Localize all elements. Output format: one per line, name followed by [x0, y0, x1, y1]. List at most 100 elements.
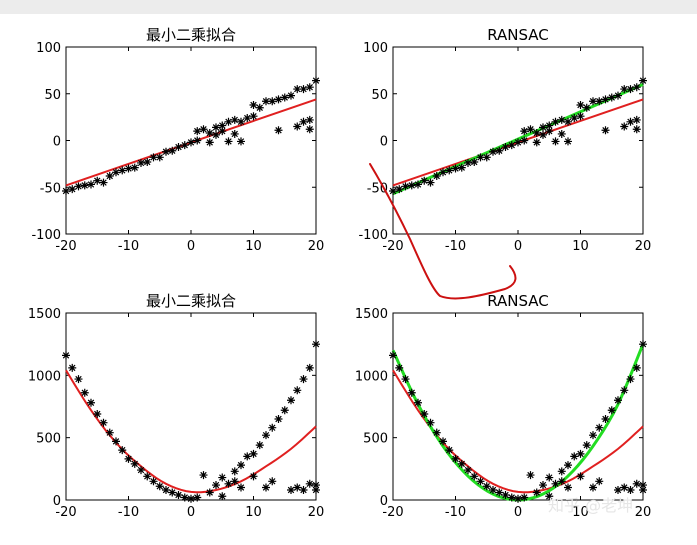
data-point: [299, 375, 308, 384]
x-tick-label: -20: [382, 239, 403, 254]
x-tick-label: -20: [55, 239, 76, 254]
data-point: [268, 97, 277, 106]
y-tick-label: 50: [44, 88, 61, 103]
data-point: [130, 459, 139, 468]
data-point: [218, 127, 227, 136]
data-point: [495, 488, 504, 497]
data-point: [280, 406, 289, 415]
y-tick-label: 100: [36, 41, 61, 56]
x-tick-label: 20: [308, 505, 325, 520]
data-point: [520, 127, 529, 136]
data-point: [601, 414, 610, 423]
data-point: [639, 486, 647, 495]
data-point: [168, 488, 177, 497]
x-tick-label: -10: [118, 505, 139, 520]
x-tick-label: 0: [187, 505, 195, 520]
data-point: [539, 130, 547, 139]
data-point: [224, 137, 233, 146]
data-point: [80, 181, 89, 190]
data-point: [570, 114, 579, 123]
data-point: [74, 182, 83, 191]
data-point: [299, 85, 308, 94]
data-point: [607, 406, 616, 415]
data-point: [451, 164, 460, 173]
data-point: [218, 492, 227, 501]
data-point: [212, 123, 220, 132]
data-point: [639, 76, 647, 85]
data-point: [564, 483, 572, 492]
data-point: [193, 493, 202, 502]
data-point: [439, 437, 447, 446]
data-point: [551, 479, 560, 488]
x-tick-label: -20: [382, 505, 403, 520]
data-point: [614, 486, 622, 495]
data-point: [193, 127, 202, 136]
data-point: [287, 396, 295, 405]
top-bar: [0, 0, 697, 14]
data-point: [557, 129, 566, 138]
data-point: [143, 472, 152, 481]
data-point: [620, 85, 629, 94]
data-point: [249, 449, 258, 458]
data-point: [124, 454, 133, 463]
data-point: [93, 409, 102, 418]
chart-title: RANSAC: [487, 26, 549, 44]
data-point: [137, 158, 145, 167]
figure: 最小二乘拟合-20 -10 0 10 20100500-50-100RANSAC-20-…: [28, 26, 652, 520]
data-point: [143, 158, 152, 167]
data-point: [632, 479, 641, 488]
data-point: [74, 375, 83, 384]
data-point: [520, 493, 529, 502]
data-point: [432, 172, 441, 181]
data-point: [432, 428, 441, 437]
x-tick-label: 20: [635, 239, 652, 254]
data-point: [312, 76, 320, 85]
data-point: [124, 164, 133, 173]
data-point: [551, 117, 560, 126]
data-point: [632, 125, 641, 134]
data-point: [595, 477, 604, 486]
data-point: [482, 153, 491, 162]
data-point: [426, 178, 435, 187]
data-point: [632, 363, 641, 372]
x-tick-label: 0: [514, 505, 522, 520]
data-point: [224, 117, 233, 126]
data-point: [262, 431, 270, 440]
data-point: [80, 388, 89, 397]
data-point: [564, 117, 572, 126]
data-point: [582, 103, 591, 112]
data-point: [274, 95, 283, 104]
data-point: [87, 180, 95, 189]
data-point: [576, 112, 585, 121]
data-point: [626, 85, 635, 94]
data-point: [439, 168, 447, 177]
data-point: [174, 491, 183, 500]
data-point: [212, 481, 220, 490]
data-point: [162, 147, 170, 156]
data-point: [193, 136, 202, 145]
data-point: [205, 488, 214, 497]
data-point: [312, 340, 320, 349]
y-tick-label: 1500: [355, 307, 388, 322]
data-point: [93, 176, 102, 185]
data-point: [632, 115, 641, 124]
data-point: [280, 93, 289, 102]
data-point: [526, 471, 535, 480]
data-point: [230, 477, 239, 486]
data-point: [589, 431, 597, 440]
data-point: [545, 127, 554, 136]
data-point: [218, 121, 227, 130]
data-point: [149, 153, 158, 162]
data-point: [495, 146, 504, 155]
data-point: [268, 423, 277, 432]
x-tick-label: -10: [118, 239, 139, 254]
data-point: [137, 466, 145, 475]
data-point: [501, 491, 510, 500]
data-point: [532, 138, 541, 147]
data-point: [293, 122, 302, 131]
data-point: [212, 130, 220, 139]
data-point: [526, 125, 535, 134]
data-point: [576, 100, 585, 109]
data-point: [287, 91, 295, 100]
data-point: [305, 363, 314, 372]
